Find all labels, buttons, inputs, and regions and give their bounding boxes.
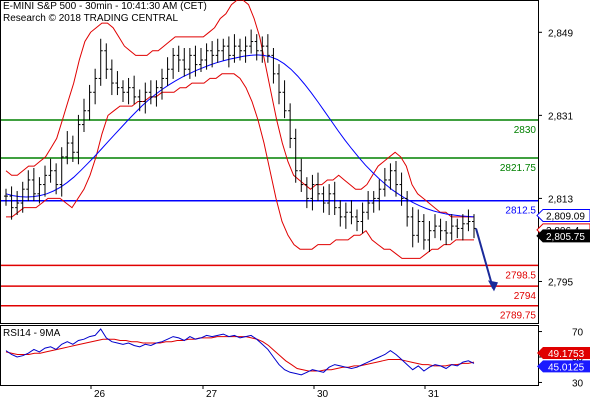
rsi-tag (537, 347, 590, 360)
projection-arrow-icon (475, 228, 494, 289)
level-label: 2789.75 (500, 311, 537, 322)
rsi-panel-frame (0, 325, 539, 386)
upper-band-line (5, 0, 474, 218)
price-tag (536, 229, 590, 243)
rsi-panel-title: RSI14 - 9MA (3, 328, 61, 339)
level-label: 2798.5 (505, 270, 536, 281)
x-tick-label: 31 (428, 389, 440, 400)
y-tick-label: 2,795 (548, 277, 573, 288)
rsi-tag (537, 360, 590, 373)
y-tick-label: 2,849 (548, 28, 573, 39)
price-tag (536, 208, 590, 222)
level-label: 2821.75 (500, 163, 537, 174)
y-tick-label: 2,813 (548, 194, 573, 205)
chart-credit: Research © 2018 TRADING CENTRAL (3, 13, 179, 24)
rsi-tag-label: 45.0125 (548, 362, 585, 373)
level-label: 2812.5 (505, 206, 536, 217)
x-tick-label: 27 (206, 389, 218, 400)
level-label: 2830 (514, 125, 537, 136)
y-tick-label: 2,831 (548, 111, 573, 122)
rsi-ma-line (5, 336, 475, 372)
price-tag-label: 2,809.09 (546, 211, 585, 222)
projection-arrow-head-icon (488, 280, 498, 292)
chart-title: E-MINI S&P 500 - 30min - 10:41:30 AM (CE… (3, 1, 207, 12)
price-tag-label: 2,805.75 (546, 232, 585, 243)
rsi-line (5, 328, 475, 376)
rsi-tag-label: 49.1753 (548, 349, 585, 360)
x-tick-label: 26 (94, 389, 106, 400)
rsi-y-tick-label: 30 (572, 378, 584, 389)
x-tick-label: 30 (317, 389, 329, 400)
price-panel-frame (0, 0, 539, 324)
lower-band-line (6, 73, 474, 259)
level-label: 2794 (514, 291, 537, 302)
rsi-y-tick-label: 70 (572, 328, 584, 339)
